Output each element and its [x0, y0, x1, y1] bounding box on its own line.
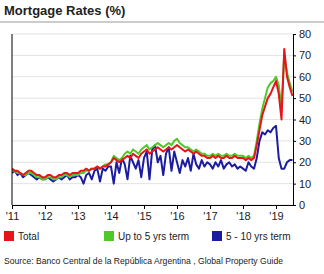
grid-line [12, 34, 293, 35]
y-tick: 80 [293, 28, 311, 40]
x-tick: '12 [38, 205, 52, 222]
x-axis-line [13, 205, 294, 206]
y-tick-mark [293, 77, 296, 78]
y-tick-mark [293, 34, 296, 35]
legend-item: Total [4, 231, 39, 242]
x-tick-mark [276, 205, 277, 209]
x-tick-mark [210, 205, 211, 209]
grid [12, 34, 293, 205]
y-tick-label: 30 [299, 135, 311, 147]
y-tick-label: 10 [299, 178, 311, 190]
x-tick-mark [144, 205, 145, 209]
y-tick: 50 [293, 92, 311, 104]
y-axis: 0 10 20 30 40 50 60 70 80 [293, 28, 311, 211]
legend-swatch [4, 231, 14, 241]
y-tick-mark [293, 120, 296, 121]
legend-label: Up to 5 yrs term [118, 231, 189, 242]
series-line [12, 55, 293, 179]
plot-area [12, 49, 293, 184]
legend-swatch [212, 231, 222, 241]
grid-line [12, 162, 293, 163]
x-tick-label: '19 [269, 210, 283, 222]
series-line [12, 126, 293, 184]
grid-line [12, 55, 293, 56]
grid-line [12, 119, 293, 120]
chart: Mortgage Rates (%)'11'12'13'14'15'16'17'… [0, 0, 324, 274]
x-tick-label: '13 [71, 210, 85, 222]
x-tick-label: '16 [170, 210, 184, 222]
y-tick-label: 0 [299, 199, 305, 211]
title-rule [0, 21, 324, 23]
x-tick: '19 [269, 205, 283, 222]
y-tick-mark [293, 98, 296, 99]
y-tick: 0 [293, 199, 305, 211]
grid-line [12, 205, 293, 206]
y-tick: 70 [293, 49, 311, 61]
y-tick-label: 40 [299, 114, 311, 126]
grid-line [12, 76, 293, 77]
legend: Total Up to 5 yrs term 5 - 10 yrs term [4, 231, 290, 242]
x-tick-mark [12, 205, 13, 209]
grid-line [12, 98, 293, 99]
x-tick: '11 [6, 205, 20, 222]
legend-item: 5 - 10 yrs term [212, 231, 290, 242]
y-tick: 10 [293, 178, 311, 190]
x-tick: '18 [236, 205, 250, 222]
x-tick-label: '12 [38, 210, 52, 222]
y-tick-mark [293, 55, 296, 56]
y-tick-mark [293, 141, 296, 142]
y-tick-mark [293, 205, 296, 206]
x-tick-mark [45, 205, 46, 209]
x-tick-mark [177, 205, 178, 209]
x-axis: '11 '12 '13 '14 '15 '16 '17 '18 '19 [6, 205, 293, 222]
grid-line [12, 140, 293, 141]
x-tick-label: '18 [236, 210, 250, 222]
y-tick-label: 20 [299, 156, 311, 168]
y-tick: 40 [293, 114, 311, 126]
y-tick-label: 70 [299, 49, 311, 61]
legend-swatch [104, 231, 114, 241]
y-tick: 30 [293, 135, 311, 147]
x-tick-label: '15 [137, 210, 151, 222]
legend-label: Total [18, 231, 39, 242]
x-tick-label: '14 [104, 210, 118, 222]
x-tick-label: '11 [6, 210, 20, 222]
x-tick: '17 [203, 205, 217, 222]
y-tick: 60 [293, 71, 311, 83]
title: Mortgage Rates (%) [4, 3, 125, 18]
x-tick: '15 [137, 205, 151, 222]
grid-line [12, 183, 293, 184]
y-tick-mark [293, 184, 296, 185]
x-tick-mark [243, 205, 244, 209]
x-tick-mark [111, 205, 112, 209]
frame-left [12, 34, 13, 205]
x-tick: '16 [170, 205, 184, 222]
legend-label: 5 - 10 yrs term [226, 231, 290, 242]
y-tick-mark [293, 162, 296, 163]
y-tick: 20 [293, 156, 311, 168]
series-line [12, 49, 293, 177]
x-tick: '13 [71, 205, 85, 222]
source: Source: Banco Central de la República Ar… [4, 256, 283, 266]
y-tick-label: 80 [299, 28, 311, 40]
x-tick-label: '17 [203, 210, 217, 222]
y-tick-label: 60 [299, 71, 311, 83]
legend-item: Up to 5 yrs term [104, 231, 189, 242]
x-tick-mark [78, 205, 79, 209]
x-tick: '14 [104, 205, 118, 222]
y-tick-label: 50 [299, 92, 311, 104]
